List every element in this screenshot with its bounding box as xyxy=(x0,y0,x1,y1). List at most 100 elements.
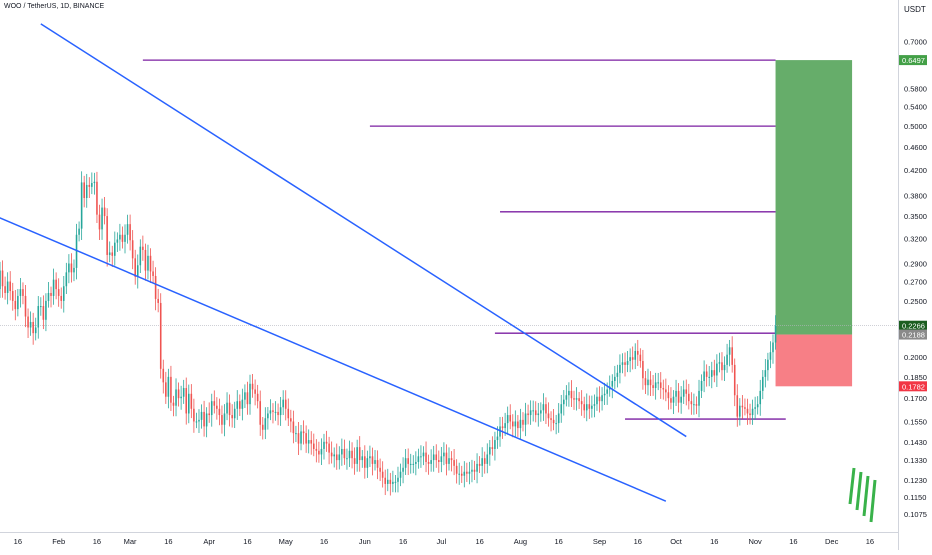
candle-body xyxy=(17,295,19,310)
candle-body xyxy=(716,363,718,376)
candle xyxy=(517,415,519,437)
x-tick-label: Oct xyxy=(670,537,683,546)
candle xyxy=(144,243,147,281)
candle xyxy=(682,380,685,404)
candle xyxy=(182,379,185,404)
candle xyxy=(142,235,144,261)
candle-body xyxy=(616,372,619,377)
candle-body xyxy=(654,382,657,389)
candle-body xyxy=(491,447,494,449)
candle-body xyxy=(34,327,37,334)
candle-body xyxy=(430,460,432,464)
candle-body xyxy=(455,465,458,474)
candle-body xyxy=(302,431,305,434)
candle-body xyxy=(147,255,149,271)
candle xyxy=(458,462,460,485)
candle-body xyxy=(297,433,300,444)
candle xyxy=(195,412,198,429)
candle-body xyxy=(435,454,438,461)
candle xyxy=(636,339,639,367)
x-tick-label: Jun xyxy=(359,537,371,546)
candle xyxy=(190,384,193,419)
candle-body xyxy=(471,469,473,472)
candle-body xyxy=(22,289,24,296)
candle-body xyxy=(626,361,629,365)
x-tick-label: 16 xyxy=(399,537,407,546)
candle-body xyxy=(557,413,560,424)
candle-body xyxy=(537,413,540,416)
candle xyxy=(774,315,777,350)
candle-body xyxy=(203,411,205,427)
candle-body xyxy=(575,398,578,400)
candle-body xyxy=(448,458,450,464)
candle-body xyxy=(318,450,320,455)
candle xyxy=(596,387,598,411)
candle-body xyxy=(624,362,626,365)
candle-body xyxy=(713,370,716,376)
candle xyxy=(261,417,264,440)
candle-body xyxy=(193,408,195,422)
x-tick-label: 16 xyxy=(243,537,251,546)
candle-body xyxy=(292,421,295,434)
candle-body xyxy=(328,443,330,453)
candle xyxy=(430,449,432,472)
candle xyxy=(647,368,649,396)
price-tag-stop xyxy=(899,381,927,392)
candle-body xyxy=(644,378,647,386)
candle xyxy=(162,359,165,394)
candle xyxy=(223,404,226,437)
candle-body xyxy=(425,452,427,462)
candle-body xyxy=(588,404,591,409)
candle-body xyxy=(659,382,662,389)
candle-body xyxy=(550,418,552,420)
candle xyxy=(259,390,262,436)
candle-body xyxy=(524,413,527,425)
watermark-stroke xyxy=(862,475,870,517)
candle xyxy=(432,445,435,472)
candle-body xyxy=(0,270,1,290)
candle xyxy=(440,446,443,473)
candle-body xyxy=(11,291,14,301)
candle xyxy=(601,387,603,411)
candle xyxy=(514,410,517,437)
candle xyxy=(221,405,223,434)
candle-body xyxy=(333,454,335,457)
candle-body xyxy=(463,471,466,476)
candle xyxy=(47,281,50,308)
candle xyxy=(203,400,205,437)
upper-trendline xyxy=(40,23,687,438)
y-tick-label: 0.1550 xyxy=(904,417,927,426)
candle xyxy=(654,372,657,400)
candle-body xyxy=(241,399,244,409)
candle xyxy=(1,260,4,298)
candle-body xyxy=(366,458,369,468)
x-tick-label: Mar xyxy=(124,537,137,546)
candle-body xyxy=(50,292,52,296)
candle xyxy=(50,286,52,308)
candle xyxy=(37,296,40,339)
candle xyxy=(180,385,182,410)
candle-body xyxy=(685,389,688,394)
symbol-title[interactable]: WOO / TetherUS, 1D, BINANCE xyxy=(4,3,105,10)
y-tick-label: 0.5400 xyxy=(904,103,927,112)
candle-body xyxy=(568,390,570,396)
candle-body xyxy=(338,454,341,461)
candle-body xyxy=(323,441,325,449)
candle xyxy=(19,278,22,308)
candle-body xyxy=(631,357,634,360)
candle-body xyxy=(662,388,665,390)
x-tick-label: Nov xyxy=(748,537,762,546)
candle-body xyxy=(573,398,575,400)
candle xyxy=(152,260,154,283)
candle xyxy=(749,403,751,425)
candle xyxy=(759,379,762,416)
candle xyxy=(563,390,565,416)
candle-body xyxy=(32,321,34,334)
currency-label[interactable]: USDT xyxy=(904,5,926,14)
candle xyxy=(756,396,759,415)
candle xyxy=(361,450,364,468)
candle xyxy=(728,339,731,367)
candle-body xyxy=(445,452,448,464)
